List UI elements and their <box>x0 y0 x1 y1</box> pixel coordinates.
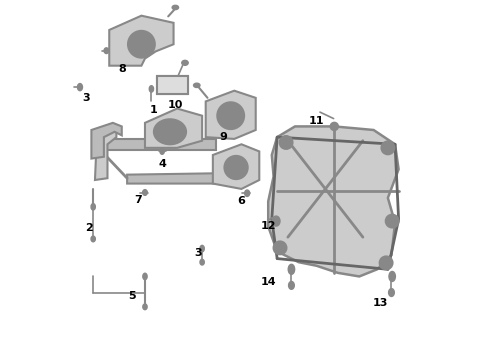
Text: 3: 3 <box>195 248 202 258</box>
Polygon shape <box>109 16 173 66</box>
Ellipse shape <box>104 48 109 54</box>
Text: 1: 1 <box>150 105 158 115</box>
Ellipse shape <box>160 124 180 140</box>
Polygon shape <box>157 76 188 94</box>
Circle shape <box>386 215 398 228</box>
Ellipse shape <box>172 5 178 10</box>
Text: 3: 3 <box>82 93 90 103</box>
Text: 12: 12 <box>261 221 276 231</box>
Ellipse shape <box>143 304 147 310</box>
Ellipse shape <box>288 264 294 274</box>
Polygon shape <box>145 109 202 148</box>
Ellipse shape <box>77 84 82 91</box>
Ellipse shape <box>389 271 395 282</box>
Circle shape <box>273 242 287 254</box>
Circle shape <box>381 141 394 154</box>
Polygon shape <box>95 126 117 180</box>
Text: 7: 7 <box>134 195 142 204</box>
Text: 11: 11 <box>309 116 324 126</box>
Text: 6: 6 <box>238 197 245 206</box>
Ellipse shape <box>272 216 280 226</box>
Ellipse shape <box>128 31 155 58</box>
Ellipse shape <box>194 83 200 87</box>
Ellipse shape <box>91 236 96 242</box>
Ellipse shape <box>245 190 249 197</box>
Text: 8: 8 <box>118 64 125 74</box>
Ellipse shape <box>222 108 239 124</box>
Ellipse shape <box>200 246 204 252</box>
Ellipse shape <box>133 36 149 52</box>
Ellipse shape <box>143 190 147 195</box>
Polygon shape <box>92 123 122 158</box>
Text: 4: 4 <box>159 159 167 169</box>
Text: 9: 9 <box>220 132 227 142</box>
Ellipse shape <box>91 203 96 210</box>
Text: 5: 5 <box>129 291 136 301</box>
Ellipse shape <box>149 86 153 92</box>
Ellipse shape <box>330 122 338 130</box>
Polygon shape <box>206 91 256 139</box>
Ellipse shape <box>229 161 243 174</box>
Text: 14: 14 <box>260 277 276 287</box>
Circle shape <box>280 136 293 149</box>
Text: 10: 10 <box>168 100 183 110</box>
Ellipse shape <box>182 60 188 65</box>
Ellipse shape <box>160 149 164 154</box>
Polygon shape <box>127 173 245 184</box>
Text: 2: 2 <box>85 223 93 233</box>
Text: 13: 13 <box>373 298 389 308</box>
Ellipse shape <box>289 282 294 289</box>
Ellipse shape <box>224 156 247 179</box>
Circle shape <box>380 256 392 269</box>
Polygon shape <box>95 139 217 150</box>
Ellipse shape <box>143 273 147 280</box>
Ellipse shape <box>200 259 204 265</box>
Ellipse shape <box>389 289 394 296</box>
Ellipse shape <box>154 119 186 144</box>
Polygon shape <box>213 144 259 189</box>
Ellipse shape <box>218 102 244 129</box>
Polygon shape <box>268 126 398 276</box>
